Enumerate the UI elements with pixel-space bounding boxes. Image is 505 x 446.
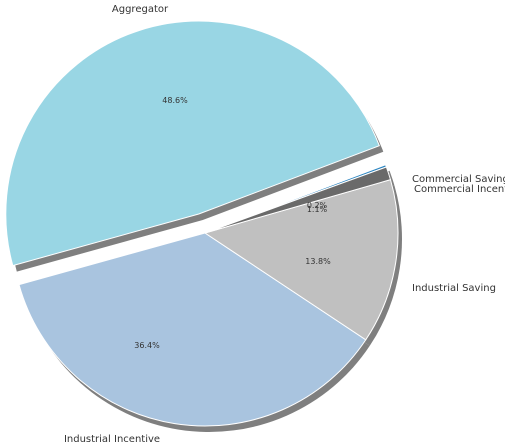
- slice-label-aggregator: Aggregator: [112, 4, 169, 15]
- pie-slice-industrial-saving: [203, 179, 399, 341]
- slice-label-industrial-incentive: Industrial Incentive: [64, 434, 160, 445]
- slice-label-commercial-incentive: Commercial Incentive: [414, 184, 505, 195]
- pie-slices: [5, 20, 399, 427]
- pct-label-industrial-saving: 13.8%: [305, 257, 331, 266]
- pct-label-commercial-incentive: 1.1%: [307, 205, 328, 214]
- pct-label-commercial-saving: 0.2%: [307, 201, 328, 210]
- pct-label-aggregator: 48.6%: [162, 96, 188, 105]
- slice-label-commercial-saving: Commercial Saving: [412, 174, 505, 185]
- slice-labels: Commercial Saving 0.2% Aggregator 48.6% Indu…: [64, 4, 505, 445]
- slice-label-industrial-saving: Industrial Saving: [412, 283, 496, 294]
- pct-label-industrial-incentive: 36.4%: [134, 341, 160, 350]
- pie-slice-aggregator: [5, 20, 380, 267]
- pie-slice-industrial-incentive: [18, 232, 367, 427]
- pie-slice-commercial-incentive: [204, 166, 392, 234]
